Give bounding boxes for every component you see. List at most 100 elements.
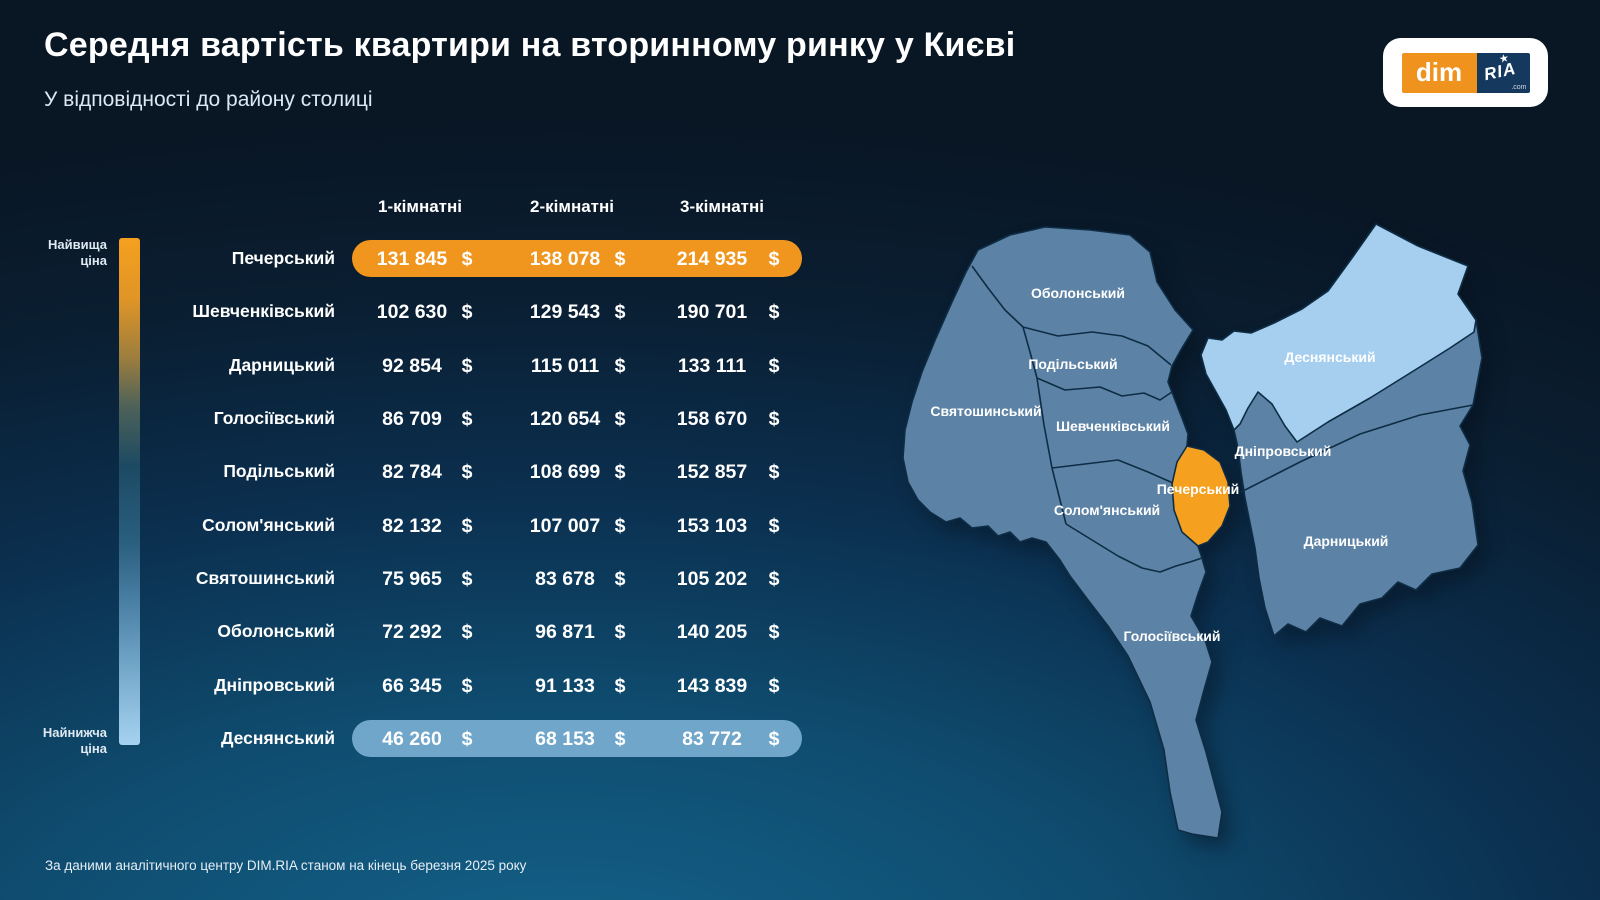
currency-symbol: $ [614, 301, 626, 324]
district-name: Солом'янський [202, 514, 335, 535]
page-title: Середня вартість квартири на вторинному … [44, 26, 1016, 64]
currency-symbol: $ [768, 354, 780, 377]
price-2-room: 83 678 [535, 567, 595, 590]
currency-symbol: $ [461, 408, 473, 431]
price-pill: 82 784 $ 108 699 $ 152 857 $ [352, 453, 802, 490]
price-gradient-bar [119, 238, 140, 745]
dim-logo-block: dim [1401, 52, 1477, 93]
price-pill: 86 709 $ 120 654 $ 158 670 $ [352, 400, 802, 437]
price-1-room: 75 965 [382, 567, 442, 590]
table-row: Солом'янський 82 132 $ 107 007 $ 153 103… [140, 507, 830, 544]
table-row: Голосіївський 86 709 $ 120 654 $ 158 670… [140, 400, 830, 437]
map-label: Голосіївський [1123, 628, 1220, 644]
price-3-room: 214 935 [676, 248, 748, 271]
table-row: Святошинський 75 965 $ 83 678 $ 105 202 … [140, 560, 830, 597]
district-name: Шевченківський [192, 301, 335, 322]
price-2-room: 91 133 [535, 674, 595, 697]
map-label: Дарницький [1304, 533, 1389, 549]
currency-symbol: $ [768, 674, 780, 697]
currency-symbol: $ [461, 621, 473, 644]
currency-symbol: $ [614, 674, 626, 697]
district-name: Голосіївський [213, 408, 335, 429]
map-label: Шевченківський [1056, 418, 1170, 434]
currency-symbol: $ [768, 567, 780, 590]
map-label: Печерський [1157, 481, 1240, 497]
legend-highest-price: Найвища ціна [48, 237, 107, 268]
price-2-room: 115 011 [530, 354, 600, 377]
currency-symbol: $ [614, 727, 626, 750]
price-1-room: 46 260 [382, 727, 442, 750]
column-header-2-room: 2-кімнатні [530, 197, 614, 216]
price-1-room: 131 845 [376, 248, 448, 271]
currency-symbol: $ [461, 674, 473, 697]
price-1-room: 102 630 [376, 301, 448, 324]
currency-symbol: $ [768, 727, 780, 750]
price-1-room: 92 854 [382, 354, 442, 377]
currency-symbol: $ [614, 354, 626, 377]
district-name: Святошинський [195, 567, 335, 588]
map-label: Оболонський [1031, 285, 1125, 301]
price-3-room: 143 839 [676, 674, 748, 697]
price-1-room: 66 345 [382, 674, 442, 697]
map-west-bank [902, 226, 1231, 839]
source-note: За даними аналітичного центру DIM.RIA ст… [45, 858, 527, 873]
price-2-room: 96 871 [535, 621, 595, 644]
ria-logo-text: RIA [1481, 58, 1518, 84]
district-name: Оболонський [217, 621, 335, 642]
price-1-room: 86 709 [382, 408, 442, 431]
table-row: Оболонський 72 292 $ 96 871 $ 140 205 $ [140, 613, 830, 650]
currency-symbol: $ [768, 514, 780, 537]
currency-symbol: $ [768, 461, 780, 484]
price-pill: 66 345 $ 91 133 $ 143 839 $ [352, 667, 802, 704]
price-pill: 131 845 $ 138 078 $ 214 935 $ [352, 240, 802, 278]
price-3-room: 190 701 [676, 301, 748, 324]
price-1-room: 82 784 [382, 461, 442, 484]
currency-symbol: $ [614, 621, 626, 644]
price-pill: 75 965 $ 83 678 $ 105 202 $ [352, 560, 802, 597]
table-row: Печерський 131 845 $ 138 078 $ 214 935 $ [140, 240, 830, 278]
currency-symbol: $ [768, 408, 780, 431]
price-pill: 72 292 $ 96 871 $ 140 205 $ [352, 613, 802, 650]
page-subtitle: У відповідності до району столиці [44, 88, 373, 111]
district-name: Деснянський [220, 727, 335, 748]
price-3-room: 105 202 [676, 567, 748, 590]
table-row: Дарницький 92 854 $ 115 011 $ 133 111 $ [140, 347, 830, 384]
currency-symbol: $ [768, 248, 780, 271]
district-name: Печерський [231, 248, 335, 269]
price-2-room: 129 543 [529, 301, 601, 324]
currency-symbol: $ [614, 248, 626, 271]
column-header-1-room: 1-кімнатні [378, 197, 462, 216]
district-name: Дарницький [228, 354, 335, 375]
price-1-room: 72 292 [382, 621, 442, 644]
currency-symbol: $ [461, 461, 473, 484]
map-labels: Оболонський Подільський Святошинський Шевче… [930, 285, 1388, 644]
currency-symbol: $ [461, 248, 473, 271]
currency-symbol: $ [461, 301, 473, 324]
currency-symbol: $ [461, 514, 473, 537]
legend-lowest-price: Найнижча ціна [42, 725, 107, 756]
currency-symbol: $ [768, 621, 780, 644]
dim-ria-logo: dim ★ RIA .com [1383, 38, 1548, 107]
district-name: Подільський [223, 461, 335, 482]
ria-logo-block: ★ RIA .com [1476, 52, 1530, 93]
currency-symbol: $ [461, 567, 473, 590]
map-label: Деснянський [1284, 349, 1375, 365]
price-1-room: 82 132 [382, 514, 442, 537]
price-3-room: 133 111 [677, 354, 747, 377]
currency-symbol: $ [614, 514, 626, 537]
price-pill: 102 630 $ 129 543 $ 190 701 $ [352, 293, 802, 330]
map-label: Дніпровський [1235, 443, 1332, 459]
price-2-room: 107 007 [529, 514, 601, 537]
currency-symbol: $ [614, 408, 626, 431]
map-border-lines-west [971, 265, 1024, 328]
currency-symbol: $ [461, 354, 473, 377]
map-district-desnianskyi [1200, 223, 1477, 443]
currency-symbol: $ [461, 727, 473, 750]
currency-symbol: $ [614, 567, 626, 590]
price-2-room: 138 078 [529, 248, 601, 271]
column-header-3-room: 3-кімнатні [680, 197, 764, 216]
kyiv-districts-map: Оболонський Подільський Святошинський Шевче… [902, 223, 1483, 839]
map-label: Святошинський [930, 403, 1041, 419]
currency-symbol: $ [614, 461, 626, 484]
map-label: Солом'янський [1054, 502, 1160, 518]
